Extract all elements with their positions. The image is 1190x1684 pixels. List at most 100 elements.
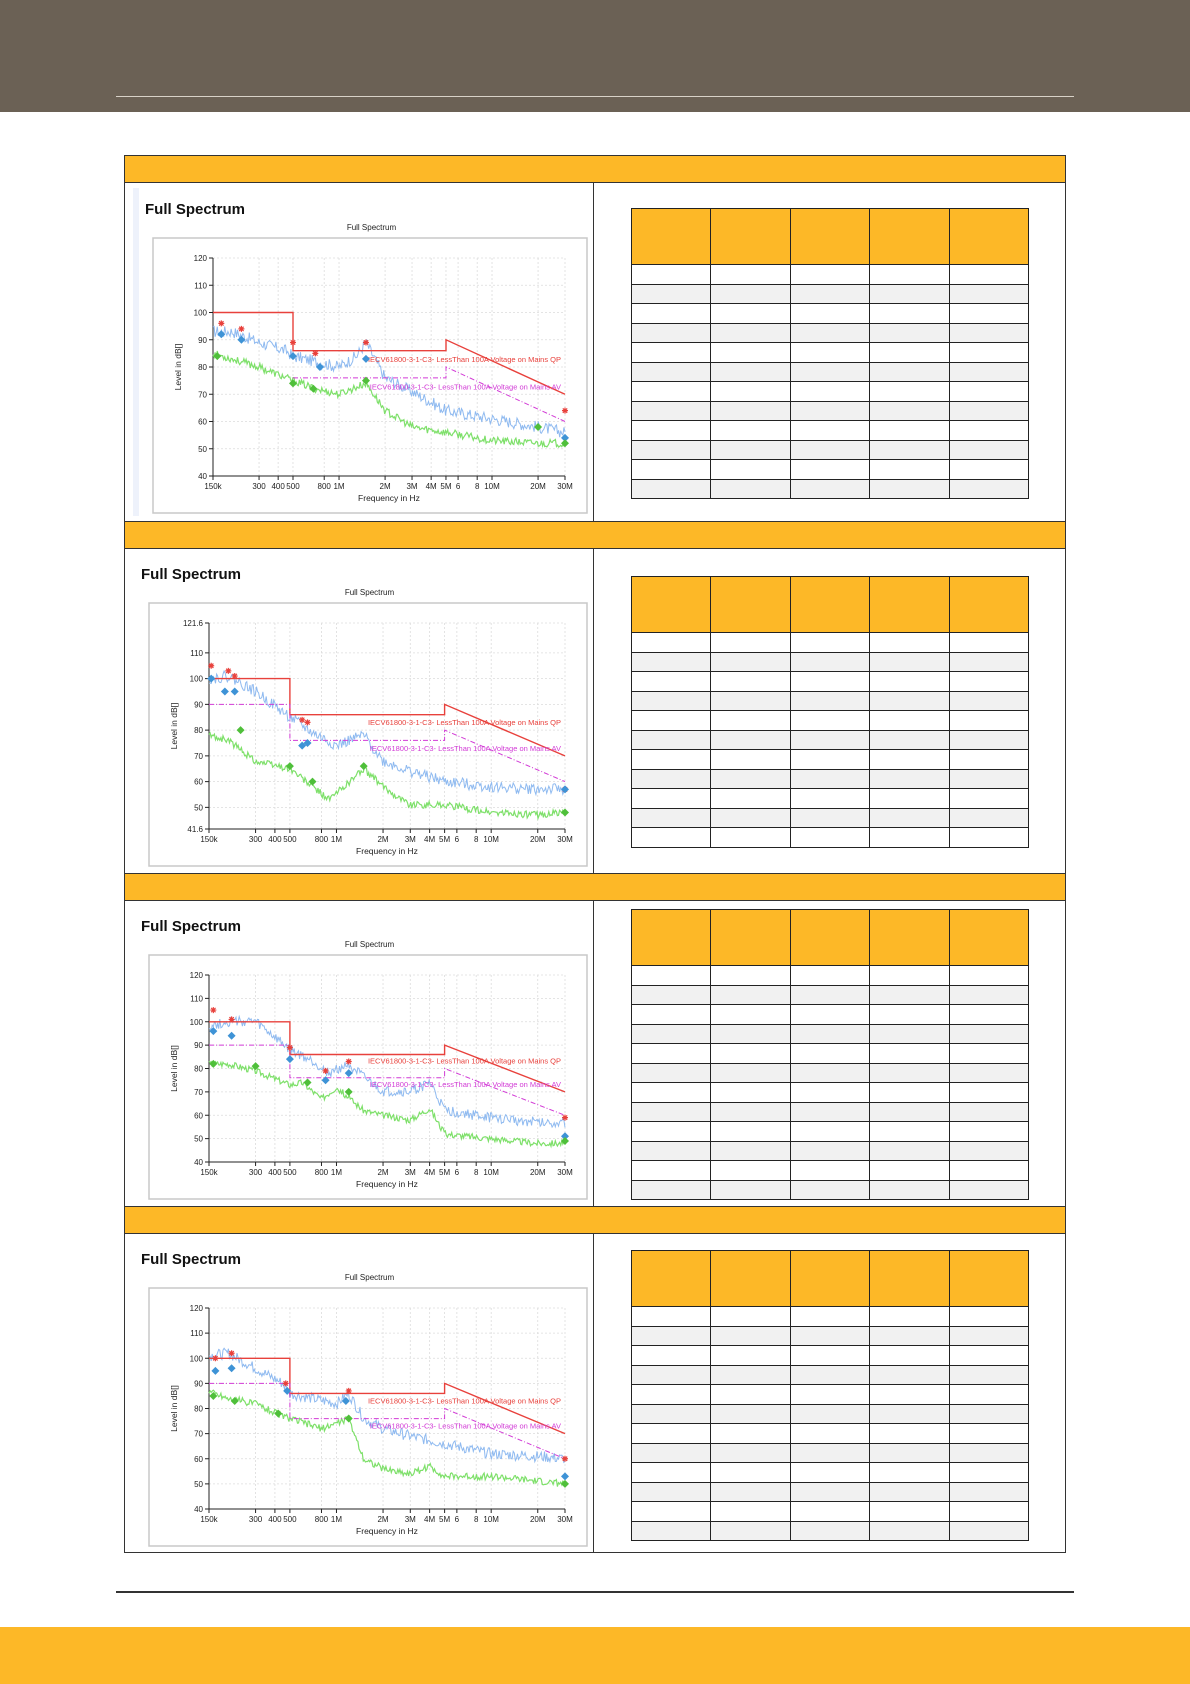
peak-marker [282,1380,289,1387]
x-tick-label: 10M [483,1168,499,1177]
y-tick-label: 110 [190,994,203,1003]
table-cell [869,1384,950,1405]
table-cell [948,1364,1030,1385]
table-cell [789,1121,871,1142]
table-cell [869,651,950,672]
peak-marker [218,320,225,327]
y-tick-label: 80 [198,363,207,372]
chart-panel-4: Full Spectrum Full Spectrum 40 50 60 70 80 90 10… [129,1238,590,1549]
legend-qp-label: IECV61800-3-1-C3- LessThan 100A Voltage … [368,1397,561,1406]
plot-area [152,237,588,514]
table-cell [869,1179,950,1200]
x-axis-label: Frequency in Hz [356,846,418,856]
table-cell [630,1442,712,1463]
qp-trace-line [208,669,566,797]
table-cell [630,671,712,692]
table-cell [948,1004,1030,1025]
y-tick-label: 90 [194,700,203,709]
table-cell [948,1062,1030,1083]
table-cell [869,1423,950,1444]
x-tick-label: 10M [483,1515,499,1524]
av-marker [359,762,368,771]
table-row [630,303,1030,324]
table-cell [948,439,1030,460]
footer-band [0,1627,1190,1684]
av-trace-line [208,1389,566,1487]
table-row [630,749,1030,770]
result-table-4 [630,1250,1030,1541]
peak-marker [238,325,245,332]
table-cell [710,1442,791,1463]
table-cell [710,1179,791,1200]
y-tick-label: 60 [194,778,203,787]
limit-qp-line [209,1357,566,1435]
table-cell [789,1306,871,1327]
table-cell [869,807,950,828]
x-tick-label: 8 [475,482,480,491]
x-axis-label: Frequency in Hz [356,1179,418,1189]
limit-av-line [209,703,566,783]
table-cell [869,788,950,809]
table-cell [789,1345,871,1366]
y-tick-label: 70 [194,1088,203,1097]
peak-marker [228,1016,235,1023]
table-cell [630,420,712,441]
table-cell [869,1160,950,1181]
table-cell [948,671,1030,692]
table-cell [710,342,791,363]
table-cell [869,264,950,285]
table-cell [948,1384,1030,1405]
table-row [630,1364,1030,1385]
spectrum-chart: Full Spectrum Full Spectrum 40 50 60 70 80 90 10… [141,918,588,1200]
table-cell [710,1423,791,1444]
qp-marker [217,330,226,339]
table-cell [630,400,712,421]
table-cell [630,632,712,653]
y-axis-label: Level in dB[] [173,344,183,391]
table-cell [789,1442,871,1463]
table-row [630,1384,1030,1405]
table-cell [948,322,1030,343]
table-row [630,1423,1030,1444]
table-cell [948,1501,1030,1522]
table-cell [710,1004,791,1025]
table-cell [948,729,1030,750]
limit-qp-line [209,677,566,757]
table-cell [710,264,791,285]
av-marker [274,1409,283,1418]
av-marker [288,379,297,388]
y-tick-label: 41.6 [187,825,203,834]
legend-av-label: IECV61800-3-1-C3- LessThan 100A Voltage … [370,744,561,753]
qp-trace-line [208,1014,566,1129]
table-cell [869,1501,950,1522]
table-row [630,361,1030,382]
table-cell [630,827,712,848]
table-cell [710,381,791,402]
x-tick-label: 4M [424,1515,435,1524]
y-tick-label: 80 [194,726,203,735]
chart-subtitle: Full Spectrum [347,223,397,232]
table-cell [630,768,712,789]
y-tick-label: 120 [190,971,204,980]
table-header-cell [948,576,1030,633]
chart-panel-2: Full Spectrum Full Spectrum 41.6 50 60 70 80 90… [129,553,590,869]
qp-marker [561,1472,569,1481]
table-cell [789,1384,871,1405]
av-marker [344,1087,353,1096]
table-row [630,342,1030,363]
table-cell [630,1384,712,1405]
table-cell [948,984,1030,1005]
table-cell [630,1520,712,1541]
table-cell [869,1121,950,1142]
table-cell [710,1043,791,1064]
table-cell [948,768,1030,789]
table-cell [869,671,950,692]
table-cell [630,459,712,480]
table-cell [948,1345,1030,1366]
y-axis-label: Level in dB[] [169,1045,179,1092]
peak-marker [562,407,568,414]
x-tick-label: 10M [484,482,500,491]
chart-panel-1: Full Spectrum Full Spectrum 40 50 60 70 80 90 10… [133,188,590,516]
table-cell [948,1140,1030,1161]
peak-marker [231,673,238,680]
